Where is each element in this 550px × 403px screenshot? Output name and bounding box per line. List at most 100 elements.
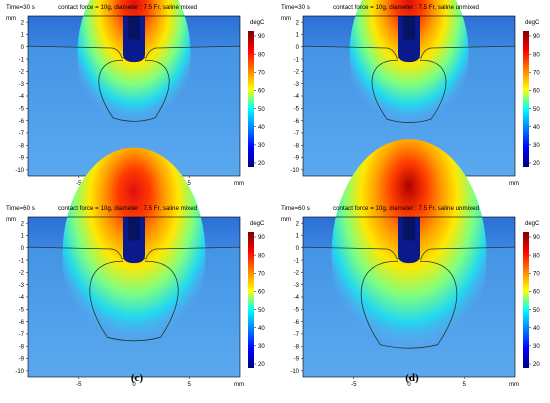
temperature-plot-panel: 2 1 0 -1 -2 -3 -4 -5 -6 -7 -8 -9 -10 -5 0 5 mm mm Time=60 … — [275, 139, 550, 401]
catheter-shaft — [403, 16, 415, 40]
colorbar — [248, 31, 254, 167]
time-label: Time=60 s — [281, 205, 310, 212]
y-tick-label: -10 — [290, 168, 299, 174]
colorbar-unit-label: degC — [525, 221, 540, 227]
time-label: Time=60 s — [6, 205, 35, 212]
plot-title: contact force = 10g, diameter : 7.5 Fr, … — [333, 4, 480, 11]
catheter-shaft — [403, 217, 415, 241]
y-tick-label: -3 — [19, 283, 25, 289]
colorbar-tick-label: 30 — [258, 143, 265, 149]
y-tick-label: -3 — [294, 82, 300, 88]
colorbar — [523, 232, 529, 368]
colorbar-tick-label: 60 — [533, 89, 540, 95]
x-tick-label: 5 — [463, 382, 467, 388]
y-tick-label: -9 — [19, 357, 25, 363]
y-axis-unit: mm — [281, 217, 291, 223]
colorbar-tick-label: 70 — [258, 70, 265, 76]
colorbar-tick-label: 90 — [533, 235, 540, 241]
y-tick-label: 0 — [21, 45, 25, 51]
x-tick-label: 0 — [407, 382, 411, 388]
y-tick-label: -5 — [294, 308, 300, 314]
panel-caption: (c) — [130, 372, 144, 384]
y-tick-label: -10 — [15, 369, 24, 375]
colorbar-tick-label: 30 — [258, 344, 265, 350]
lesion-isotherm-contour — [360, 260, 458, 349]
panel-caption: (d) — [405, 372, 419, 384]
colorbar-tick-label: 40 — [258, 326, 265, 332]
x-tick-label: 5 — [188, 382, 192, 388]
plot-title: contact force = 10g, diameter : 7.5 Fr, … — [58, 4, 198, 11]
x-tick-label: -5 — [76, 181, 82, 187]
y-tick-label: -1 — [19, 258, 25, 264]
y-tick-label: 2 — [21, 20, 25, 26]
y-tick-label: -9 — [19, 156, 25, 162]
y-tick-label: -4 — [294, 94, 300, 100]
y-tick-label: -4 — [19, 94, 25, 100]
y-tick-label: -10 — [290, 369, 299, 375]
y-tick-label: -6 — [294, 320, 300, 326]
colorbar-tick-label: 20 — [258, 161, 265, 167]
y-tick-label: -1 — [294, 258, 300, 264]
y-tick-label: -7 — [294, 131, 300, 137]
y-tick-label: -6 — [19, 119, 25, 125]
colorbar-unit-label: degC — [525, 20, 540, 26]
y-axis-unit: mm — [6, 16, 16, 22]
colorbar-tick-label: 60 — [258, 290, 265, 296]
catheter-shaft — [128, 16, 140, 40]
colorbar-tick-label: 40 — [533, 326, 540, 332]
colorbar-tick-label: 20 — [533, 161, 540, 167]
colorbar-unit-label: degC — [250, 20, 265, 26]
temperature-plot: 2 1 0 -1 -2 -3 -4 -5 -6 -7 -8 -9 -10 -5 0 5 mm mm Time=60 … — [281, 139, 540, 388]
y-tick-label: -5 — [19, 308, 25, 314]
y-tick-label: -9 — [294, 156, 300, 162]
y-tick-label: -5 — [294, 107, 300, 113]
y-tick-label: 2 — [296, 20, 300, 26]
y-tick-label: -4 — [19, 295, 25, 301]
y-tick-label: 1 — [296, 234, 300, 240]
colorbar-tick-label: 50 — [533, 107, 540, 113]
colorbar-tick-label: 80 — [533, 52, 540, 58]
colorbar-tick-label: 70 — [533, 271, 540, 277]
x-axis-unit: mm — [234, 181, 244, 187]
y-tick-label: -2 — [19, 271, 25, 277]
y-tick-label: -4 — [294, 295, 300, 301]
y-tick-label: -8 — [19, 143, 25, 149]
y-tick-label: -8 — [294, 143, 300, 149]
colorbar-tick-label: 80 — [533, 253, 540, 259]
colorbar-tick-label: 30 — [533, 344, 540, 350]
x-axis-unit: mm — [509, 382, 519, 388]
y-tick-label: -2 — [294, 70, 300, 76]
x-axis-unit: mm — [509, 181, 519, 187]
y-tick-label: -7 — [294, 332, 300, 338]
plot-title: contact force = 10g, diameter : 7.5 Fr, … — [58, 205, 198, 212]
plot-title: contact force = 10g, diameter : 7.5 Fr, … — [333, 205, 480, 212]
colorbar-tick-label: 20 — [258, 362, 265, 368]
colorbar-tick-label: 90 — [533, 34, 540, 40]
y-tick-label: -9 — [294, 357, 300, 363]
y-tick-label: -8 — [19, 344, 25, 350]
y-tick-label: -2 — [19, 70, 25, 76]
colorbar-tick-label: 20 — [533, 362, 540, 368]
y-tick-label: -10 — [15, 168, 24, 174]
y-tick-label: -1 — [294, 57, 300, 63]
colorbar-tick-label: 40 — [533, 125, 540, 131]
lesion-isotherm-contour — [89, 260, 179, 342]
y-tick-label: -7 — [19, 131, 25, 137]
temperature-plot-panel: 210-1-2-3-4-5-6-7-8-9-10-505mmmmTime=30 … — [0, 0, 275, 200]
temperature-plot-panel: 2 1 0 -1 -2 -3 -4 -5 -6 -7 -8 -9 -10 -5 0 5 mm mm Time=60 … — [0, 147, 275, 401]
x-tick-label: -5 — [351, 382, 357, 388]
y-tick-label: 1 — [296, 33, 300, 39]
y-tick-label: -3 — [294, 283, 300, 289]
colorbar-tick-label: 80 — [258, 52, 265, 58]
x-tick-label: 5 — [188, 181, 192, 187]
y-tick-label: -5 — [19, 107, 25, 113]
colorbar — [248, 232, 254, 368]
y-tick-label: 0 — [296, 246, 300, 252]
lesion-isotherm-contour — [98, 59, 170, 122]
colorbar-tick-label: 40 — [258, 125, 265, 131]
colorbar-tick-label: 60 — [533, 290, 540, 296]
temperature-plot: 210-1-2-3-4-5-6-7-8-9-10-505mmmmTime=30 … — [6, 0, 265, 187]
y-tick-label: -6 — [19, 320, 25, 326]
y-tick-label: -2 — [294, 271, 300, 277]
colorbar-tick-label: 50 — [258, 308, 265, 314]
